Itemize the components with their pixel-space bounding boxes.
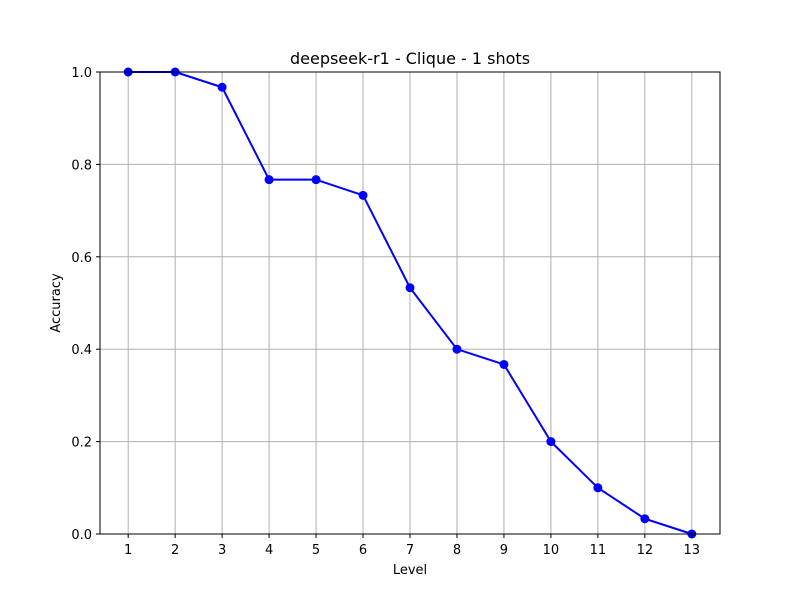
y-tick-label: 0.2 xyxy=(71,436,92,451)
data-point xyxy=(593,483,603,493)
data-point xyxy=(452,344,462,354)
data-point xyxy=(217,82,227,92)
chart-title: deepseek-r1 - Clique - 1 shots xyxy=(290,49,530,68)
x-tick-label: 1 xyxy=(124,543,132,558)
ticks: 1 2 3 4 5 6 7 8 9 10 11 12 130.00.20.40.60.81.0 xyxy=(71,66,700,558)
y-tick-label: 0.0 xyxy=(71,528,92,543)
x-tick-label: 10 xyxy=(543,543,560,558)
x-tick-label: 5 xyxy=(312,543,320,558)
x-tick-label: 6 xyxy=(359,543,367,558)
x-tick-label: 7 xyxy=(406,543,414,558)
x-tick-label: 11 xyxy=(590,543,607,558)
x-tick-label: 8 xyxy=(453,543,461,558)
data-point xyxy=(358,190,368,200)
x-axis-label: Level xyxy=(393,563,427,578)
y-tick-label: 1.0 xyxy=(71,66,92,81)
x-tick-label: 2 xyxy=(171,543,179,558)
data-point xyxy=(405,283,415,293)
data-point xyxy=(264,175,274,185)
x-tick-label: 13 xyxy=(684,543,701,558)
x-tick-label: 9 xyxy=(500,543,508,558)
x-tick-label: 12 xyxy=(637,543,654,558)
y-tick-label: 0.4 xyxy=(71,343,92,358)
data-point xyxy=(311,175,321,185)
data-point xyxy=(640,514,650,524)
data-point xyxy=(546,437,556,447)
x-tick-label: 4 xyxy=(265,543,273,558)
y-tick-label: 0.6 xyxy=(71,251,92,266)
y-axis-label: Accuracy xyxy=(49,273,64,333)
x-tick-label: 3 xyxy=(218,543,226,558)
y-tick-label: 0.8 xyxy=(71,158,92,173)
data-point xyxy=(499,359,509,369)
series-layer xyxy=(123,67,697,539)
